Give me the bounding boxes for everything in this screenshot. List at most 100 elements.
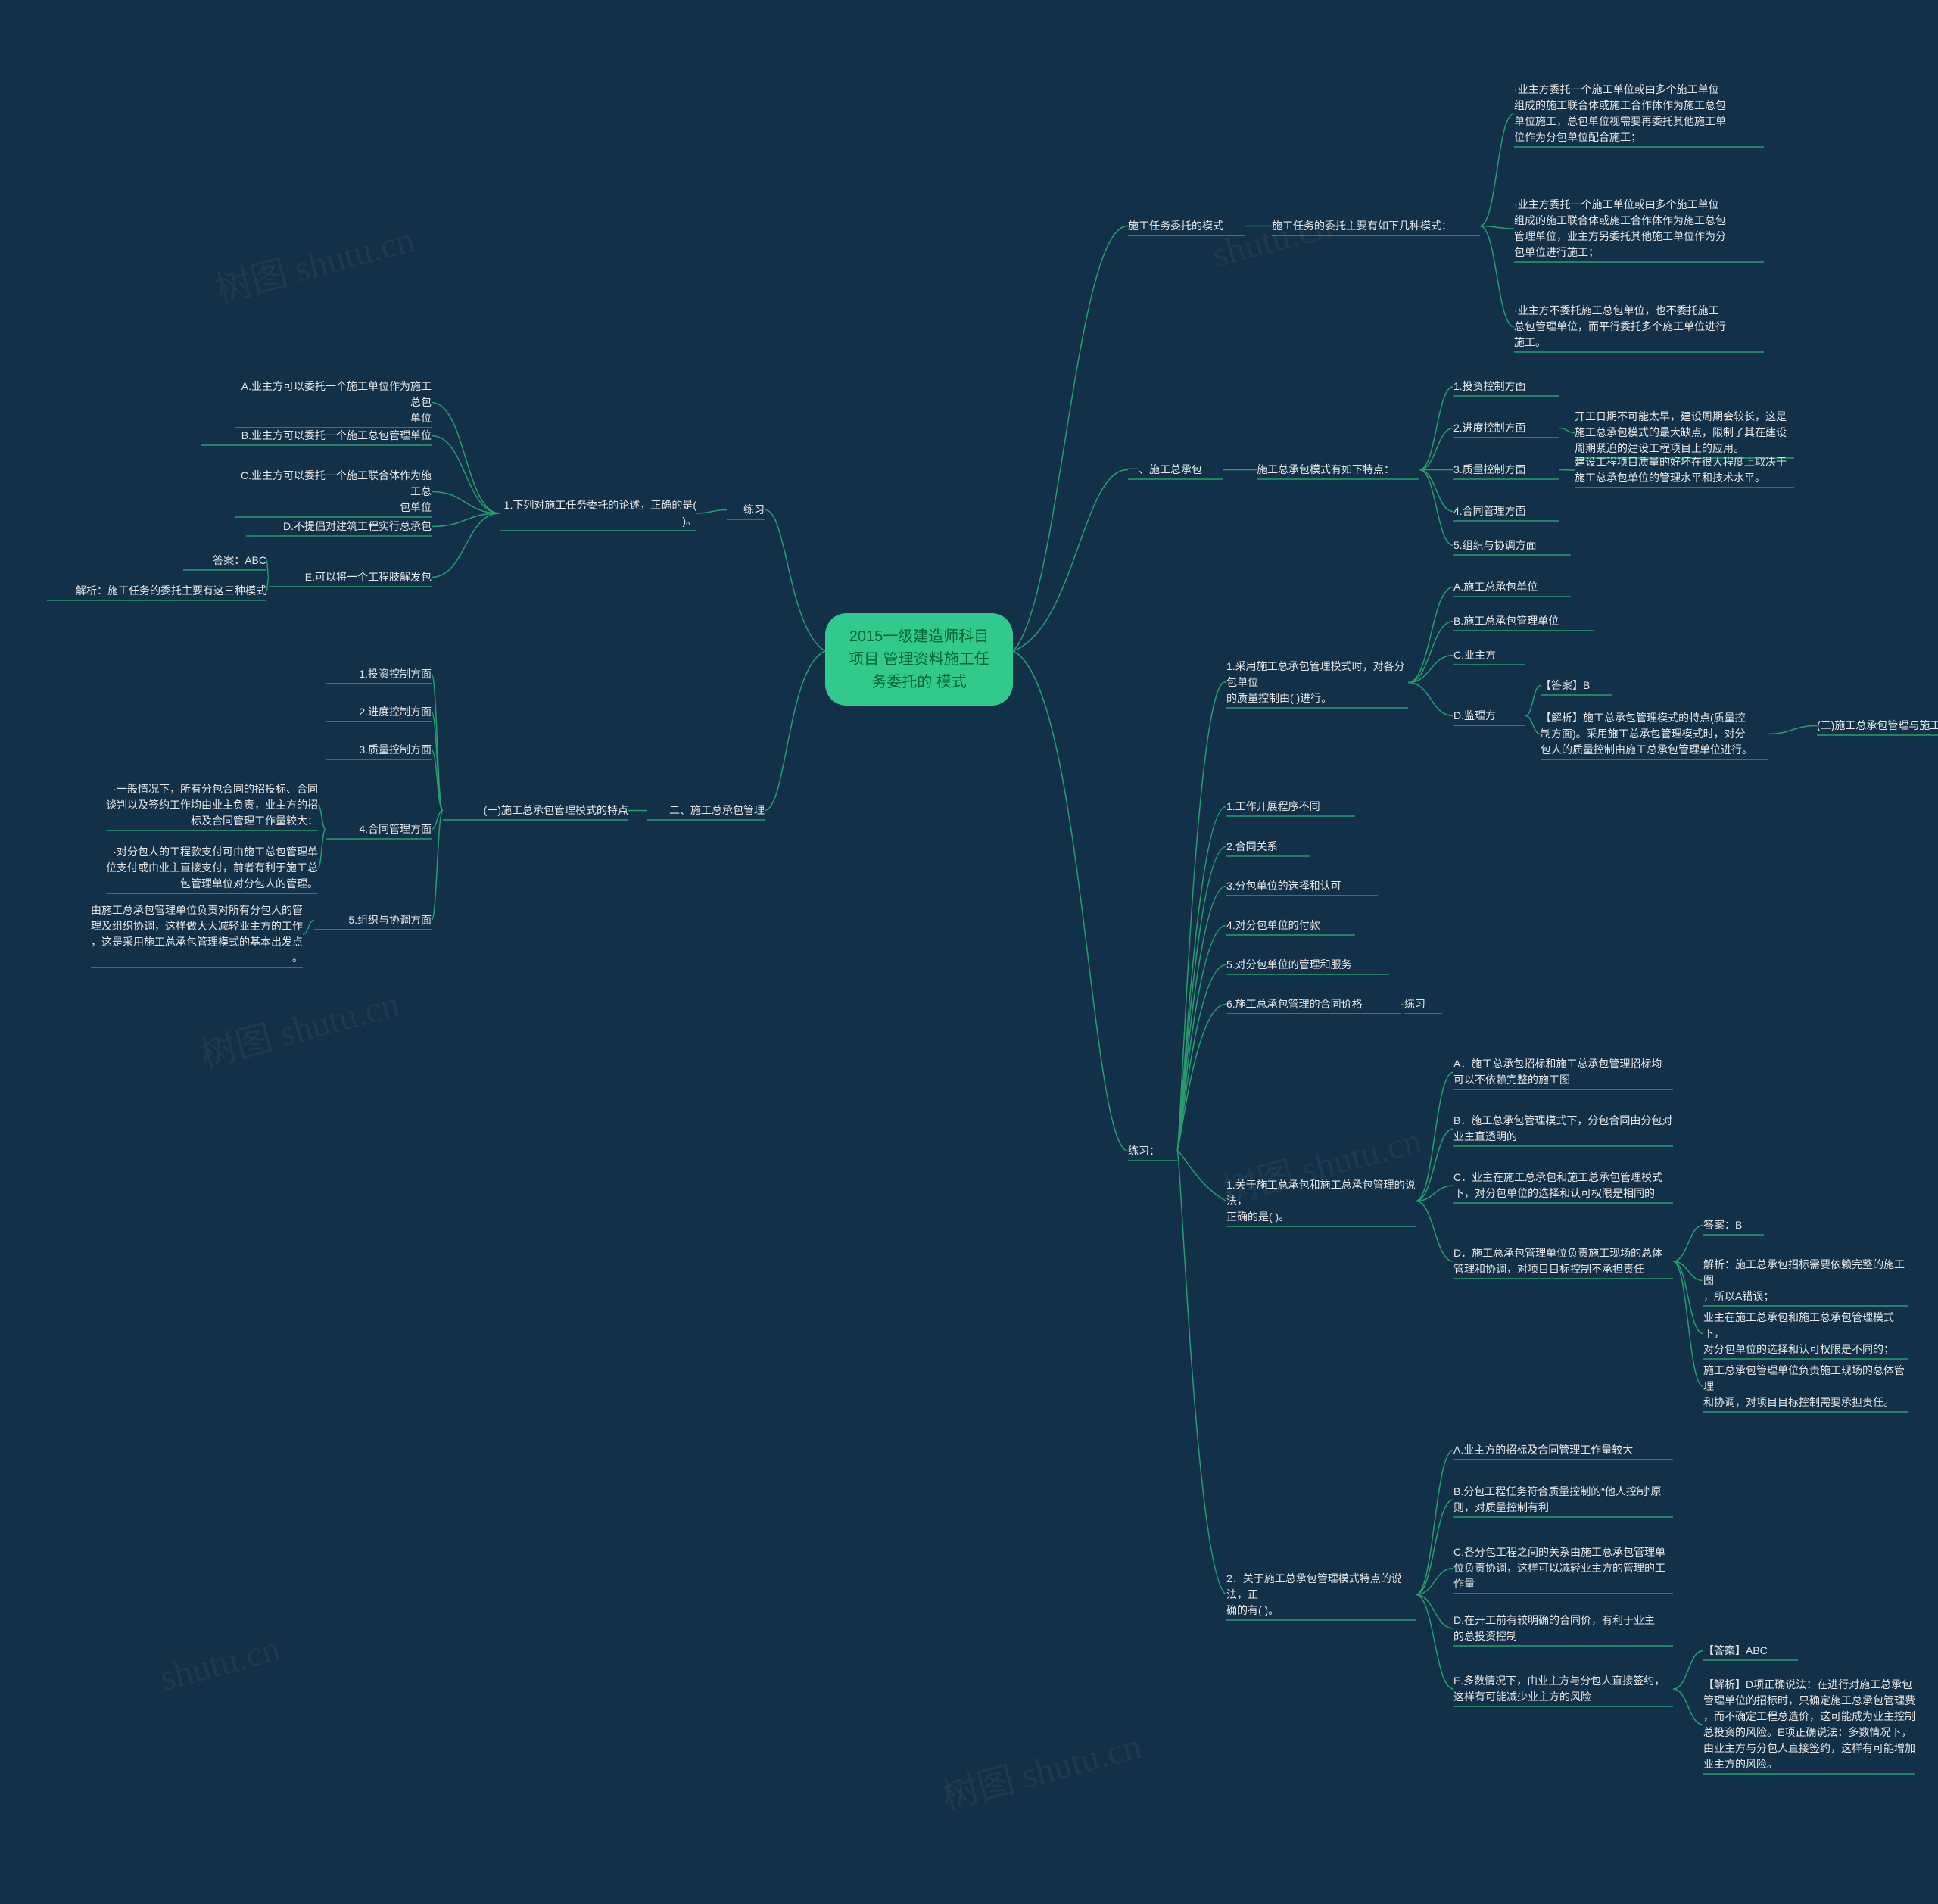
mindmap-node-r4q2e3[interactable]: 施工总承包管理单位负责施工现场的总体管理 和协调，对项目目标控制需要承担责任。 bbox=[1703, 1363, 1908, 1410]
mindmap-node-l2a5[interactable]: 5.组织与协调方面 bbox=[314, 912, 432, 928]
mindmap-edge bbox=[318, 830, 326, 868]
mindmap-node-r4q1a[interactable]: A.施工总承包单位 bbox=[1454, 579, 1571, 595]
mindmap-edge bbox=[432, 436, 500, 514]
mindmap-edge bbox=[1673, 1261, 1703, 1387]
mindmap-node-r4q1link[interactable]: (二)施工总承包管理与施工总承包模式的比较 bbox=[1817, 718, 1938, 734]
mindmap-edge bbox=[1013, 226, 1128, 651]
mindmap-node-r4q3b[interactable]: B.分包工程任务符合质量控制的“他人控制”原 则，对质量控制有利 bbox=[1454, 1484, 1673, 1516]
mindmap-node-r4l3[interactable]: 3.分包单位的选择和认可 bbox=[1226, 878, 1378, 894]
mindmap-node-r4q1[interactable]: 1.采用施工总承包管理模式时，对各分包单位 的质量控制由( )进行。 bbox=[1226, 659, 1408, 706]
mindmap-node-r4q2[interactable]: 1.关于施工总承包和施工总承包管理的说法， 正确的是( )。 bbox=[1226, 1177, 1416, 1225]
mindmap-node-l1c[interactable]: C.业主方可以委托一个施工联合体作为施工总 包单位 bbox=[235, 468, 432, 516]
mindmap-node-l1b[interactable]: B.业主方可以委托一个施工总包管理单位 bbox=[201, 428, 432, 444]
mindmap-node-l2a1[interactable]: 1.投资控制方面 bbox=[326, 666, 432, 682]
mindmap-node-r4q1b[interactable]: B.施工总承包管理单位 bbox=[1454, 613, 1594, 629]
mindmap-node-l1e[interactable]: E.可以将一个工程肢解发包 bbox=[269, 569, 432, 585]
mindmap-node-r2a1[interactable]: 1.投资控制方面 bbox=[1454, 379, 1559, 394]
mindmap-node-l1[interactable]: 练习 bbox=[727, 502, 765, 518]
mindmap-node-l2[interactable]: 二、施工总承包管理 bbox=[647, 802, 765, 818]
mindmap-edge bbox=[1416, 1595, 1454, 1690]
mindmap-node-r4q1d[interactable]: D.监理方 bbox=[1454, 708, 1525, 724]
mindmap-node-l1exp[interactable]: 解析：施工任务的委托主要有这三种模式 bbox=[47, 583, 266, 599]
mindmap-node-r4[interactable]: 练习： bbox=[1128, 1143, 1177, 1159]
mindmap-edge bbox=[1416, 1201, 1454, 1262]
mindmap-node-r4l6[interactable]: 6.施工总承包管理的合同价格 bbox=[1226, 996, 1401, 1012]
mindmap-node-r4q3a[interactable]: A.业主方的招标及合同管理工作量较大 bbox=[1454, 1442, 1673, 1458]
mindmap-edge bbox=[432, 513, 500, 527]
mindmap-node-r4q2ans[interactable]: 答案：B bbox=[1703, 1217, 1764, 1233]
mindmap-node-r2a4[interactable]: 4.合同管理方面 bbox=[1454, 503, 1559, 519]
mindmap-node-r4q2d[interactable]: D．施工总承包管理单位负责施工现场的总体 管理和协调，对项目目标控制不承担责任 bbox=[1454, 1245, 1673, 1277]
mindmap-edge bbox=[1673, 1689, 1703, 1725]
mindmap-edge bbox=[696, 510, 727, 514]
mindmap-edge bbox=[432, 492, 500, 514]
mindmap-node-l2a4[interactable]: 4.合同管理方面 bbox=[326, 821, 432, 837]
mindmap-node-r4q2e2[interactable]: 业主在施工总承包和施工总承包管理模式下， 对分包单位的选择和认可权限是不同的； bbox=[1703, 1310, 1908, 1357]
mindmap-node-r4q1exp[interactable]: 【解析】施工总承包管理模式的特点(质量控 制方面)。采用施工总承包管理模式时，对… bbox=[1541, 710, 1768, 758]
mindmap-edge bbox=[432, 712, 443, 811]
mindmap-edge bbox=[1673, 1261, 1703, 1334]
mindmap-node-l2a5d[interactable]: 由施工总承包管理单位负责对所有分包人的管 理及组织协调，这样做大大减轻业主方的工… bbox=[91, 902, 303, 966]
mindmap-edge bbox=[432, 513, 500, 578]
mindmap-node-r4l6p[interactable]: 练习 bbox=[1404, 996, 1442, 1012]
mindmap-edge bbox=[1480, 114, 1514, 226]
mindmap-node-r4q1ans[interactable]: 【答案】B bbox=[1541, 678, 1612, 693]
mindmap-node-l1d[interactable]: D.不提倡对建筑工程实行总承包 bbox=[246, 519, 432, 534]
mindmap-edge bbox=[432, 403, 500, 514]
mindmap-node-r4q3exp[interactable]: 【解析】D项正确说法：在进行对施工总承包 管理单位的招标时，只确定施工总承包管理… bbox=[1703, 1677, 1915, 1772]
mindmap-edge bbox=[1177, 925, 1226, 1151]
mindmap-node-r4l2[interactable]: 2.合同关系 bbox=[1226, 839, 1310, 855]
mindmap-node-r4q3c[interactable]: C.各分包工程之间的关系由施工总承包管理单 位负责协调，这样可以减轻业主方的管理… bbox=[1454, 1544, 1673, 1592]
watermark: shutu.cn bbox=[156, 1628, 285, 1700]
mindmap-node-r4l5[interactable]: 5.对分包单位的管理和服务 bbox=[1226, 957, 1389, 973]
mindmap-edge bbox=[1416, 1451, 1454, 1595]
mindmap-node-r2a2[interactable]: 2.进度控制方面 bbox=[1454, 420, 1559, 436]
mindmap-node-l1q[interactable]: 1.下列对施工任务委托的论述，正确的是( )。 bbox=[500, 497, 696, 529]
watermark: 树图 shutu.cn bbox=[209, 209, 419, 313]
mindmap-edge bbox=[1177, 1004, 1226, 1151]
mindmap-node-l2a[interactable]: (一)施工总承包管理模式的特点 bbox=[443, 802, 628, 818]
mindmap-node-r4q3ans[interactable]: 【答案】ABC bbox=[1703, 1643, 1798, 1659]
mindmap-edge bbox=[1013, 651, 1128, 1151]
mindmap-node-r4q2e1[interactable]: 解析：施工总承包招标需要依赖完整的施工图 ，所以A错误； bbox=[1703, 1257, 1908, 1304]
mindmap-edge bbox=[1559, 470, 1575, 471]
mindmap-center-node[interactable]: 2015一级建造师科目项目 管理资料施工任务委托的 模式 bbox=[825, 613, 1013, 706]
mindmap-node-r2a3d[interactable]: 建设工程项目质量的好坏在很大程度上取决于 施工总承包单位的管理水平和技术水平。 bbox=[1575, 454, 1794, 486]
mindmap-edge bbox=[765, 509, 825, 651]
mindmap-node-r4q3e[interactable]: E.多数情况下，由业主方与分包人直接签约， 这样有可能减少业主方的风险 bbox=[1454, 1673, 1673, 1705]
mindmap-node-r1a[interactable]: 施工任务的委托主要有如下几种模式： bbox=[1272, 218, 1480, 234]
mindmap-node-r2a5[interactable]: 5.组织与协调方面 bbox=[1454, 538, 1571, 553]
mindmap-node-r2a2d[interactable]: 开工日期不可能太早，建设周期会较长，这是 施工总承包模式的最大缺点，限制了其在建… bbox=[1575, 409, 1794, 457]
watermark: 树图 shutu.cn bbox=[936, 1715, 1146, 1819]
mindmap-node-r4q1c[interactable]: C.业主方 bbox=[1454, 647, 1525, 663]
mindmap-edge bbox=[432, 750, 443, 811]
mindmap-node-r2a3[interactable]: 3.质量控制方面 bbox=[1454, 462, 1559, 478]
mindmap-node-l1ans[interactable]: 答案：ABC bbox=[183, 553, 266, 569]
mindmap-node-r1a2[interactable]: ·业主方委托一个施工单位或由多个施工单位 组成的施工联合体或施工合作体作为施工总… bbox=[1514, 197, 1764, 260]
mindmap-node-l2a4d1[interactable]: ·一般情况下，所有分包合同的招投标、合同 谈判以及签约工作均由业主负责，业主方的… bbox=[106, 781, 318, 829]
mindmap-node-r4l4[interactable]: 4.对分包单位的付款 bbox=[1226, 918, 1355, 933]
mindmap-node-r4l1[interactable]: 1.工作开展程序不同 bbox=[1226, 799, 1355, 815]
mindmap-node-r4q2b[interactable]: B．施工总承包管理模式下，分包合同由分包对 业主直透明的 bbox=[1454, 1113, 1673, 1145]
mindmap-node-r1a1[interactable]: ·业主方委托一个施工单位或由多个施工单位 组成的施工联合体或施工合作体作为施工总… bbox=[1514, 82, 1764, 145]
mindmap-node-r4q3[interactable]: 2．关于施工总承包管理模式特点的说法，正 确的有( )。 bbox=[1226, 1571, 1416, 1619]
mindmap-node-r4q3d[interactable]: D.在开工前有较明确的合同价，有利于业主 的总投资控制 bbox=[1454, 1613, 1673, 1644]
mindmap-edge bbox=[1525, 686, 1541, 716]
mindmap-edge bbox=[1673, 1651, 1703, 1690]
mindmap-node-r1a3[interactable]: ·业主方不委托施工总包单位，也不委托施工 总包管理单位，而平行委托多个施工单位进… bbox=[1514, 303, 1764, 351]
mindmap-edge bbox=[432, 811, 443, 921]
mindmap-node-l2a4d2[interactable]: ·对分包人的工程款支付可由施工总包管理单 位支付或由业主直接支付，前者有利于施工… bbox=[106, 844, 318, 892]
mindmap-edge bbox=[1408, 622, 1454, 683]
mindmap-edge bbox=[432, 811, 443, 830]
mindmap-node-l2a2[interactable]: 2.进度控制方面 bbox=[326, 704, 432, 720]
mindmap-node-r2[interactable]: 一、施工总承包 bbox=[1128, 462, 1223, 478]
mindmap-node-r1[interactable]: 施工任务委托的模式 bbox=[1128, 218, 1245, 234]
mindmap-node-l2a3[interactable]: 3.质量控制方面 bbox=[326, 742, 432, 758]
mindmap-edge bbox=[1177, 886, 1226, 1151]
mindmap-node-r4q2a[interactable]: A．施工总承包招标和施工总承包管理招标均 可以不依赖完整的施工图 bbox=[1454, 1056, 1673, 1088]
mindmap-node-r2a[interactable]: 施工总承包模式有如下特点： bbox=[1257, 462, 1419, 478]
mindmap-node-l1a[interactable]: A.业主方可以委托一个施工单位作为施工总包 单位 bbox=[235, 379, 432, 426]
mindmap-node-r4q2c[interactable]: C．业主在施工总承包和施工总承包管理模式 下，对分包单位的选择和认可权限是相同的 bbox=[1454, 1170, 1673, 1201]
mindmap-edge bbox=[1013, 469, 1128, 651]
mindmap-edge bbox=[1177, 846, 1226, 1151]
